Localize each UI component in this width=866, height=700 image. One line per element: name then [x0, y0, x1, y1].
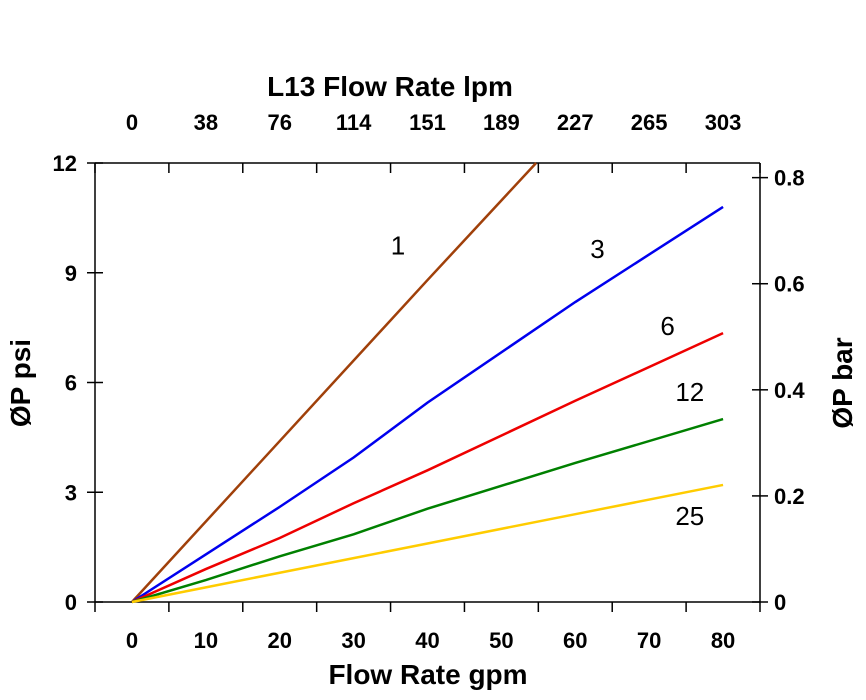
series-label: 12 [675, 377, 704, 407]
series-line-6 [131, 331, 724, 604]
y2-axis-label: ØP bar [827, 337, 858, 428]
series-label: 25 [675, 501, 704, 531]
x-tick-label: 50 [489, 628, 513, 653]
y-tick-label: 9 [65, 261, 77, 286]
x-tick-label: 30 [341, 628, 365, 653]
x-axis-label: Flow Rate gpm [328, 659, 527, 690]
series-line-12 [131, 417, 724, 604]
series-label: 1 [391, 230, 405, 260]
x2-tick-label: 265 [631, 110, 668, 135]
x-tick-label: 80 [711, 628, 735, 653]
x2-tick-label: 189 [483, 110, 520, 135]
y-tick-label: 6 [65, 371, 77, 396]
y2-tick-label: 0 [774, 590, 786, 615]
x-tick-label: 0 [126, 628, 138, 653]
y2-tick-label: 0.2 [774, 484, 805, 509]
y2-tick-label: 0.8 [774, 166, 805, 191]
y2-tick-label: 0.6 [774, 272, 805, 297]
x2-tick-label: 227 [557, 110, 594, 135]
series-label: 6 [660, 311, 674, 341]
x-tick-label: 60 [563, 628, 587, 653]
series-line-25 [131, 483, 724, 604]
x2-tick-label: 303 [705, 110, 742, 135]
chart-title: L13 Flow Rate lpm [267, 71, 513, 102]
x2-tick-label: 151 [409, 110, 446, 135]
x2-tick-label: 38 [194, 110, 218, 135]
series-label: 3 [590, 234, 604, 264]
x2-tick-label: 0 [126, 110, 138, 135]
y-tick-label: 12 [53, 151, 77, 176]
y2-tick-label: 0.4 [774, 378, 805, 403]
x-tick-label: 70 [637, 628, 661, 653]
y-axis-label: ØP psi [5, 339, 36, 427]
x2-tick-label: 76 [267, 110, 291, 135]
x-tick-label: 10 [194, 628, 218, 653]
x-tick-label: 20 [267, 628, 291, 653]
y-tick-label: 3 [65, 480, 77, 505]
series-line-1 [131, 162, 538, 603]
series-line-3 [131, 205, 724, 604]
x2-tick-label: 114 [336, 110, 372, 135]
y-tick-label: 0 [65, 590, 77, 615]
x-tick-label: 40 [415, 628, 439, 653]
